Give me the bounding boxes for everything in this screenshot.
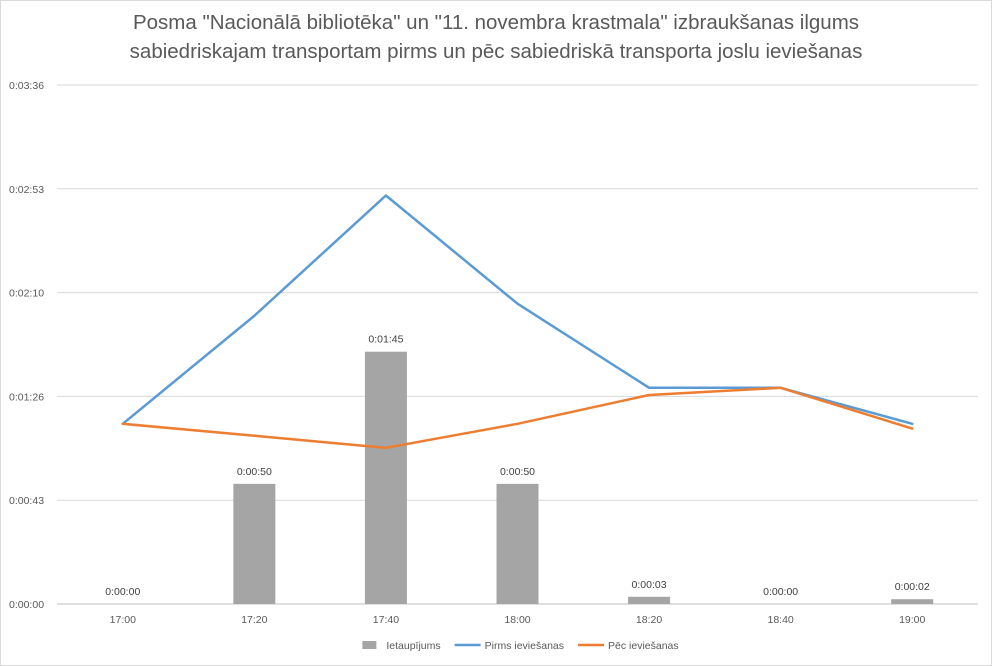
y-tick-label: 0:01:26 [9, 391, 44, 403]
x-tick-label: 18:20 [636, 614, 662, 626]
x-tick-label: 19:00 [899, 614, 925, 626]
legend-marker [362, 641, 377, 649]
series-line [121, 194, 914, 426]
bar-data-label: 0:00:03 [632, 579, 667, 591]
y-tick-label: 0:02:10 [9, 288, 44, 300]
x-tick-label: 17:00 [110, 614, 136, 626]
bar [628, 596, 671, 604]
gridlines [57, 84, 978, 605]
bar-data-label: 0:00:50 [237, 466, 272, 478]
x-tick-label: 17:20 [241, 614, 267, 626]
legend: Ietaupījums Pirms ieviešanas Pēc ieviešana… [362, 640, 679, 652]
y-tick-label: 0:00:00 [9, 599, 44, 611]
line-series [121, 194, 914, 450]
x-tick-label: 18:40 [768, 614, 794, 626]
data-labels: 0:00:00 0:00:50 0:01:45 0:00:50 0:00:03 0:00:… [105, 334, 930, 598]
y-tick-label: 0:03:36 [9, 80, 44, 92]
legend-label: Pirms ieviešanas [485, 640, 564, 652]
chart-title-line-2: sabiedriskajam transportam pirms un pēc … [129, 40, 863, 63]
y-tick-label: 0:00:43 [9, 495, 44, 507]
bar-data-label: 0:01:45 [368, 334, 403, 346]
legend-label: Pēc ieviešanas [608, 640, 679, 652]
bar [364, 351, 407, 604]
chart-title: Posma "Nacionālā bibliotēka" un "11. nov… [60, 8, 932, 66]
bar-data-label: 0:00:50 [500, 466, 535, 478]
bar-series [233, 351, 934, 604]
bar [496, 483, 539, 604]
legend-label: Ietaupījums [386, 640, 440, 652]
bar [233, 483, 276, 604]
x-tick-label: 17:40 [373, 614, 399, 626]
y-tick-label: 0:02:53 [9, 184, 44, 196]
series-line [121, 386, 914, 450]
chart-title-line-1: Posma "Nacionālā bibliotēka" un "11. nov… [132, 11, 860, 34]
bar-data-label: 0:00:00 [105, 586, 140, 598]
bar-data-label: 0:00:00 [763, 586, 798, 598]
x-tick-label: 18:00 [504, 614, 530, 626]
y-axis-ticks: 0:00:00 0:00:43 0:01:26 0:02:10 0:02:53 0:03:… [9, 80, 44, 611]
bar-data-label: 0:00:02 [895, 581, 930, 593]
bar [891, 599, 934, 604]
x-axis-ticks: 17:00 17:20 17:40 18:00 18:20 18:40 19:00 [110, 614, 926, 626]
